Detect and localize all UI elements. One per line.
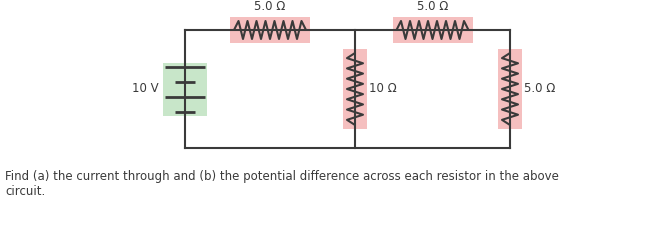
Text: Find (a) the current through and (b) the potential difference across each resist: Find (a) the current through and (b) the…	[5, 170, 559, 183]
Bar	[498, 49, 522, 129]
Text: 10 Ω: 10 Ω	[369, 82, 397, 95]
Bar	[393, 17, 472, 43]
Text: 10 V: 10 V	[133, 82, 159, 95]
Text: 5.0 Ω: 5.0 Ω	[417, 0, 448, 13]
Text: 5.0 Ω: 5.0 Ω	[524, 82, 555, 95]
Bar	[230, 17, 310, 43]
Bar	[343, 49, 367, 129]
Bar	[163, 63, 207, 115]
Text: circuit.: circuit.	[5, 185, 45, 198]
Text: 5.0 Ω: 5.0 Ω	[254, 0, 286, 13]
